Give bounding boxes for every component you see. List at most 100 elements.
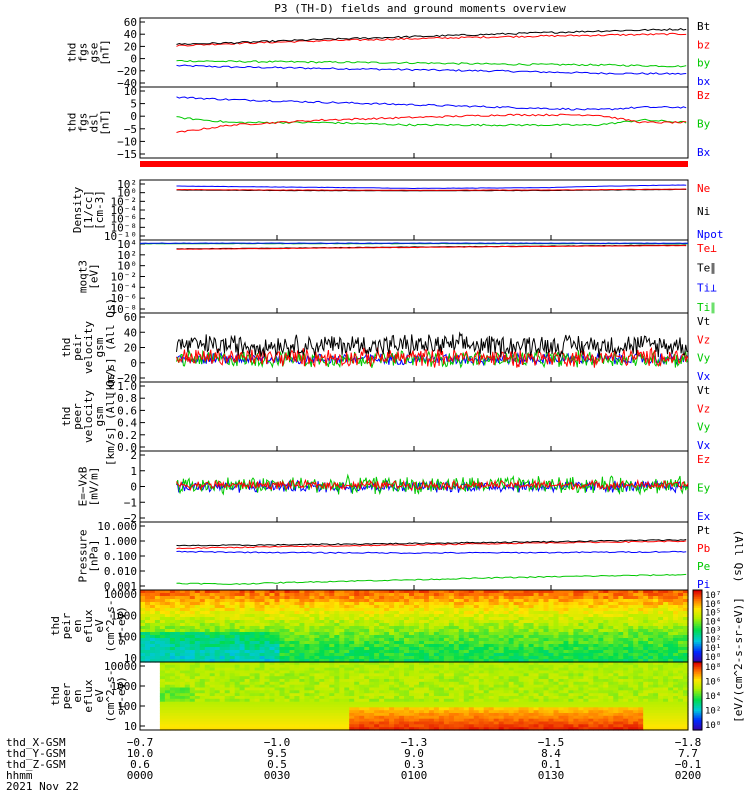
spectrogram-cell xyxy=(294,647,300,651)
spectrogram-cell xyxy=(458,593,465,597)
spectrogram-cell xyxy=(289,664,296,669)
spectrogram-cell xyxy=(174,641,181,645)
spectrogram-cell xyxy=(578,614,584,618)
spectrogram-cell xyxy=(219,653,226,657)
y-tick-label: 1000 xyxy=(111,680,138,693)
spectrogram-cell xyxy=(319,667,325,672)
spectrogram-cell xyxy=(259,667,266,672)
spectrogram-cell xyxy=(558,641,565,645)
spectrogram-cell xyxy=(364,593,370,597)
spectrogram-cell xyxy=(678,635,684,639)
spectrogram-cell xyxy=(394,693,400,697)
legend-Pi: Pi xyxy=(697,578,710,591)
spectrogram-cell xyxy=(424,687,430,691)
y-tick-label: 1.0 xyxy=(117,380,137,393)
spectrogram-cell xyxy=(458,632,465,636)
spectrogram-cell xyxy=(219,617,226,621)
spectrogram-cell xyxy=(448,679,455,683)
spectrogram-cell xyxy=(453,596,460,600)
spectrogram-cell xyxy=(279,670,286,674)
spectrogram-cell xyxy=(259,638,266,642)
spectrogram-cell xyxy=(359,715,365,720)
spectrogram-cell xyxy=(179,650,186,654)
spectrogram-cell xyxy=(613,596,619,600)
spectrogram-cell xyxy=(468,681,475,686)
spectrogram-cell xyxy=(294,718,300,723)
spectrogram-cell xyxy=(199,684,206,689)
spectrogram-cell xyxy=(478,667,485,672)
spectrogram-cell xyxy=(473,687,480,691)
spectrogram-cell xyxy=(369,684,375,689)
spectrogram-cell xyxy=(179,693,186,697)
spectrogram-cell xyxy=(538,670,545,674)
spectrogram-cell xyxy=(468,605,475,609)
spectrogram-cell xyxy=(204,599,211,603)
spectrogram-cell xyxy=(513,710,520,714)
spectrogram-cell xyxy=(219,656,226,660)
spectrogram-cell xyxy=(294,710,300,714)
spectrogram-cell xyxy=(433,676,440,680)
spectrogram-cell xyxy=(404,662,410,666)
spectrogram-cell xyxy=(478,721,485,725)
spectrogram-cell xyxy=(279,676,286,680)
spectrogram-cell xyxy=(339,676,345,680)
spectrogram-cell xyxy=(473,596,480,600)
spectrogram-cell xyxy=(453,599,460,603)
spectrogram-cell xyxy=(279,667,286,672)
spectrogram-cell xyxy=(209,690,216,694)
spectrogram-cell xyxy=(458,644,465,648)
spectrogram-cell xyxy=(209,599,216,603)
spectrogram-cell xyxy=(493,684,500,689)
spectrogram-cell xyxy=(404,701,410,706)
spectrogram-cell xyxy=(299,687,305,691)
spectrogram-cell xyxy=(189,696,196,700)
spectrogram-cell xyxy=(543,653,550,657)
spectrogram-cell xyxy=(304,681,310,686)
spectrogram-cell xyxy=(498,632,505,636)
spectrogram-cell xyxy=(274,687,281,691)
y-axis-label-line: thd xyxy=(60,407,73,427)
spectrogram-cell xyxy=(443,647,450,651)
spectrogram-cell xyxy=(244,653,251,657)
spectrogram-cell xyxy=(623,656,629,660)
spectrogram-cell xyxy=(493,718,500,723)
spectrogram-cell xyxy=(189,713,196,717)
spectrogram-cell xyxy=(558,605,565,609)
spectrogram-cell xyxy=(194,681,201,686)
spectrogram-cell xyxy=(209,662,216,666)
spectrogram-cell xyxy=(493,653,500,657)
spectrogram-cell xyxy=(488,617,495,621)
spectrogram-cell xyxy=(384,715,390,720)
spectrogram-cell xyxy=(289,710,296,714)
spectrogram-cell xyxy=(199,608,206,612)
spectrogram-cell xyxy=(428,611,435,615)
spectrogram-cell xyxy=(448,664,455,669)
spectrogram-cell xyxy=(558,673,565,677)
spectrogram-cell xyxy=(424,684,430,689)
spectrogram-cell xyxy=(379,650,385,654)
spectrogram-cell xyxy=(463,721,470,725)
spectrogram-cell xyxy=(658,653,664,657)
spectrogram-cell xyxy=(184,656,191,660)
spectrogram-cell xyxy=(219,632,226,636)
spectrogram-cell xyxy=(194,629,201,633)
spectrogram-cell xyxy=(424,710,430,714)
spectrogram-cell xyxy=(558,608,565,612)
y-axis-label-line: (cm^2-s- xyxy=(104,600,117,653)
spectrogram-cell xyxy=(658,605,664,609)
spectrogram-cell xyxy=(140,617,146,621)
spectrogram-cell xyxy=(284,681,291,686)
spectrogram-cell xyxy=(164,611,171,615)
spectrogram-cell xyxy=(438,701,445,706)
spectrogram-cell xyxy=(229,632,236,636)
spectrogram-cell xyxy=(194,727,201,731)
spectrogram-cell xyxy=(533,673,540,677)
spectrogram-cell xyxy=(304,596,310,600)
spectrogram-cell xyxy=(309,707,315,711)
spectrogram-cell xyxy=(548,644,555,648)
spectrogram-cell xyxy=(533,599,540,603)
spectrogram-cell xyxy=(259,623,266,627)
spectrogram-cell xyxy=(678,650,684,654)
spectrogram-cell xyxy=(543,676,550,680)
spectrogram-cell xyxy=(264,599,271,603)
